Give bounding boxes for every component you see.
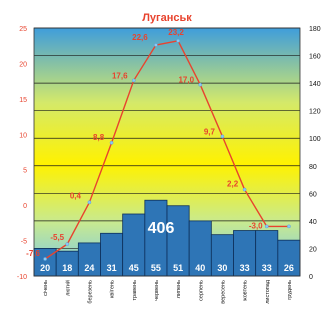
month-label: вересень: [220, 280, 226, 304]
temperature-label: 8,8: [93, 133, 105, 142]
temperature-labels: -7,6 -5,5 0,4 8,8 17,6 22,6 23,2 17,0 9,7 2,2 -3,0: [26, 28, 263, 258]
right-axis-tick-label: 80: [309, 164, 317, 171]
temperature-point: [264, 224, 269, 229]
bar-value-label: 45: [129, 263, 139, 273]
left-axis-tick-label: -5: [21, 239, 27, 246]
temperature-label: 2,2: [227, 180, 239, 189]
month-label: січень: [43, 280, 49, 296]
month-label: квітень: [110, 280, 116, 298]
left-axis-tick-label: 5: [23, 168, 27, 175]
temperature-point: [287, 224, 291, 229]
temperature-label: 9,7: [204, 127, 216, 136]
temperature-label: 0,4: [70, 191, 82, 200]
temperature-label: 23,2: [168, 28, 184, 37]
left-axis-tick-label: 10: [19, 132, 27, 139]
bar-value-label: 33: [262, 263, 272, 273]
temperature-point: [43, 257, 47, 261]
temperature-label: 22,6: [132, 33, 148, 42]
right-axis-tick-label: 120: [309, 109, 321, 116]
bar-value-label: 18: [62, 263, 72, 273]
bar-value-label: 20: [40, 263, 50, 273]
temperature-point: [242, 187, 247, 192]
axes: -10 -5 0 5 10 15 20 25 0 20 40 60 80 100 120 140 160 180 с…: [17, 26, 321, 304]
temperature-label: 17,0: [178, 76, 194, 85]
left-axis-tick-label: 20: [19, 61, 27, 68]
month-label: серпень: [198, 280, 204, 301]
bar-value-label: 33: [240, 263, 250, 273]
bar-labels: 20 18 24 31 45 55 51 40 30 33 33 26: [40, 263, 294, 273]
right-axis-tick-label: 20: [309, 246, 317, 253]
month-label: березень: [87, 280, 93, 304]
temperature-label: -7,6: [26, 249, 40, 258]
month-label: лютий: [64, 280, 71, 296]
month-label: червень: [154, 280, 160, 301]
bar-value-label: 31: [107, 263, 117, 273]
temperature-label: 17,6: [112, 71, 128, 80]
bar-value-label: 40: [195, 263, 205, 273]
bar-value-label: 26: [284, 263, 294, 273]
month-label: липень: [176, 280, 182, 298]
right-axis-tick-label: 180: [309, 26, 321, 33]
right-axis-tick-label: 0: [309, 274, 313, 281]
annual-total-annotation: 406: [148, 220, 175, 237]
temperature-point: [131, 78, 136, 83]
bar-value-label: 51: [173, 263, 183, 273]
bar-value-label: 30: [217, 263, 227, 273]
chart-title: Луганськ: [142, 12, 192, 24]
plot-frame: [33, 27, 301, 277]
right-axis-tick-label: 100: [309, 136, 321, 143]
month-label: травень: [132, 280, 138, 301]
temperature-label: -3,0: [249, 221, 263, 230]
month-label: жовтень: [243, 280, 249, 301]
month-label: грудень: [287, 280, 293, 300]
right-axis-tick-label: 140: [309, 81, 321, 88]
month-label: листопад: [265, 279, 271, 304]
temperature-point: [65, 242, 70, 246]
right-axis-tick-label: 40: [309, 219, 317, 226]
temperature-point: [220, 134, 225, 139]
temperature-line-group: [43, 38, 291, 261]
temperature-label: -5,5: [50, 233, 64, 242]
left-axis-tick-label: 0: [23, 203, 27, 210]
temperature-point: [109, 140, 114, 145]
bar-value-label: 24: [84, 263, 94, 273]
bar-value-label: 55: [151, 263, 161, 273]
left-axis-tick-label: 15: [19, 97, 27, 104]
temperature-line: [44, 40, 289, 260]
temperature-point: [154, 43, 158, 47]
temperature-point: [176, 38, 180, 43]
temperature-point: [87, 200, 92, 205]
right-axis-tick-label: 160: [309, 54, 321, 61]
left-axis-tick-label: -10: [17, 274, 27, 281]
temperature-point: [198, 82, 203, 87]
right-axis-tick-label: 60: [309, 191, 317, 198]
left-axis-tick-label: 25: [19, 26, 27, 33]
